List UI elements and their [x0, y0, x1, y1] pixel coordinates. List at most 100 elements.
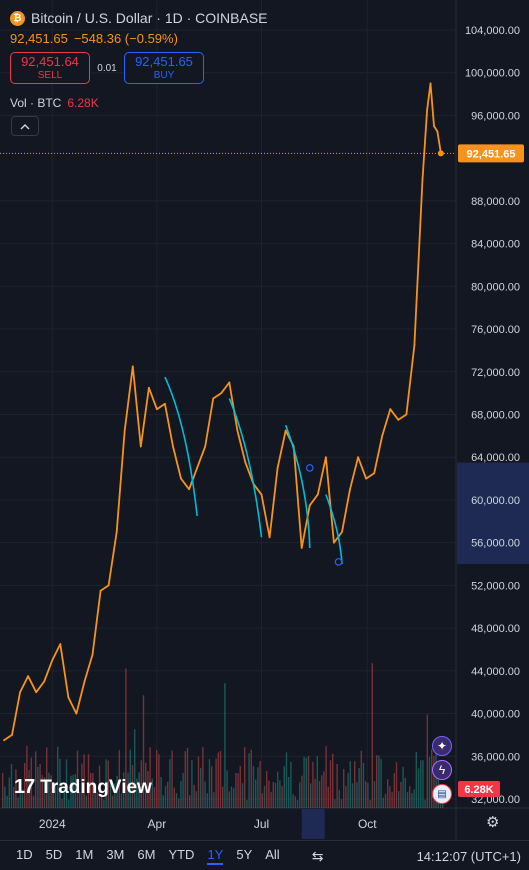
volume-bar	[235, 772, 237, 808]
volume-bar	[237, 773, 239, 808]
volume-bar	[184, 751, 186, 808]
volume-legend[interactable]: Vol · BTC 6.28K	[10, 96, 99, 110]
symbol-title[interactable]: Bitcoin / U.S. Dollar · 1D · COINBASE	[31, 10, 268, 26]
volume-bar	[54, 785, 57, 808]
volume-bar	[250, 749, 252, 808]
volume-bar	[30, 757, 32, 808]
sparkle-icon[interactable]: ✦	[432, 736, 452, 756]
price-point	[220, 392, 223, 395]
range-1m[interactable]: 1M	[75, 846, 94, 862]
volume-bar	[409, 786, 411, 808]
clock[interactable]: 14:12:07 (UTC+1)	[416, 849, 521, 864]
volume-bar	[226, 770, 228, 808]
volume-bar	[195, 791, 197, 808]
price-point	[389, 408, 392, 411]
volume-bar	[17, 797, 19, 808]
range-6m[interactable]: 6M	[137, 846, 156, 862]
buy-button[interactable]: 92,451.65 BUY	[124, 52, 204, 84]
volume-label: Vol · BTC	[10, 96, 62, 110]
price-point	[107, 584, 110, 587]
volume-bar	[46, 747, 48, 808]
volume-bar	[96, 792, 98, 808]
volume-bar	[219, 751, 222, 808]
volume-bar	[369, 799, 371, 808]
volume-bar	[169, 759, 171, 808]
y-tick-label: 56,000.00	[471, 538, 520, 550]
volume-bar	[395, 762, 398, 808]
volume-bar	[283, 766, 285, 808]
volume-bar	[123, 772, 125, 808]
y-tick-label: 104,000.00	[465, 25, 520, 37]
volume-bar	[200, 767, 202, 808]
range-1d[interactable]: 1D	[16, 846, 33, 862]
range-all[interactable]: All	[265, 846, 280, 862]
price-point	[276, 467, 279, 469]
volume-bar	[94, 787, 96, 808]
gear-icon[interactable]: ⚙	[486, 814, 500, 831]
volume-bar	[312, 762, 314, 808]
range-5y[interactable]: 5Y	[236, 846, 253, 862]
tradingview-watermark: 17 TradingView	[14, 776, 152, 799]
range-1y[interactable]: 1Y	[207, 847, 224, 865]
volume-bar	[118, 750, 120, 808]
collapse-legend-button[interactable]	[11, 116, 39, 136]
volume-bar	[153, 787, 156, 808]
price-point	[164, 402, 166, 405]
time-range-highlight	[301, 809, 325, 839]
x-tick-label: 2024	[39, 817, 66, 831]
volume-bar	[343, 768, 345, 808]
volume-bar	[57, 746, 59, 808]
volume-bar	[65, 759, 68, 808]
volume-bar	[81, 763, 83, 808]
price-point	[357, 456, 359, 459]
flash-icon[interactable]: ϟ	[432, 760, 452, 780]
range-ytd[interactable]: YTD	[168, 846, 195, 862]
price-chart[interactable]: 104,000.00 100,000.00 96,000.00 88,000.00 84…	[0, 0, 529, 840]
volume-bar	[277, 771, 279, 808]
volume-bar	[351, 783, 354, 808]
range-5d[interactable]: 5D	[45, 846, 63, 862]
volume-bar	[114, 783, 116, 808]
spread-value: 0.01	[97, 62, 117, 74]
range-3m[interactable]: 3M	[106, 846, 125, 862]
volume-bar	[197, 756, 200, 808]
trade-buttons: 92,451.64 SELL 0.01 92,451.65 BUY	[10, 52, 204, 84]
volume-bar	[35, 751, 37, 808]
price-point	[300, 547, 303, 549]
volume-bar	[48, 772, 50, 808]
volume-bar	[266, 770, 268, 808]
price-point	[397, 418, 400, 421]
price-point	[155, 408, 158, 411]
volume-bar	[272, 781, 274, 808]
volume-bar	[182, 772, 184, 808]
flag-icon[interactable]: ▤	[432, 784, 452, 804]
price-point	[429, 82, 432, 85]
volume-bar	[413, 789, 415, 808]
volume-bar	[101, 794, 103, 808]
volume-bar	[164, 786, 167, 808]
compare-icon[interactable]: ⇆	[311, 847, 324, 864]
volume-bar	[384, 793, 387, 808]
y-tick-label: 44,000.00	[471, 666, 520, 678]
price-point	[236, 429, 239, 432]
volume-bar	[233, 788, 235, 808]
volume-bar	[105, 759, 107, 808]
volume-bar	[127, 772, 129, 808]
volume-bar	[98, 765, 101, 808]
volume-bar	[325, 746, 327, 808]
sell-button[interactable]: 92,451.64 SELL	[10, 52, 90, 84]
volume-bar	[400, 781, 402, 808]
price-point	[405, 413, 408, 416]
volume-bar	[171, 750, 173, 808]
volume-bar	[180, 781, 182, 808]
volume-bar	[415, 752, 417, 808]
pattern-curve	[228, 398, 263, 538]
volume-bar	[68, 799, 70, 808]
volume-bar	[208, 759, 211, 808]
price-point	[139, 445, 142, 448]
volume-bar	[228, 791, 230, 808]
price-line	[3, 82, 442, 742]
volume-bar	[279, 780, 281, 808]
volume-bar	[120, 793, 123, 808]
volume-bar	[371, 663, 373, 808]
